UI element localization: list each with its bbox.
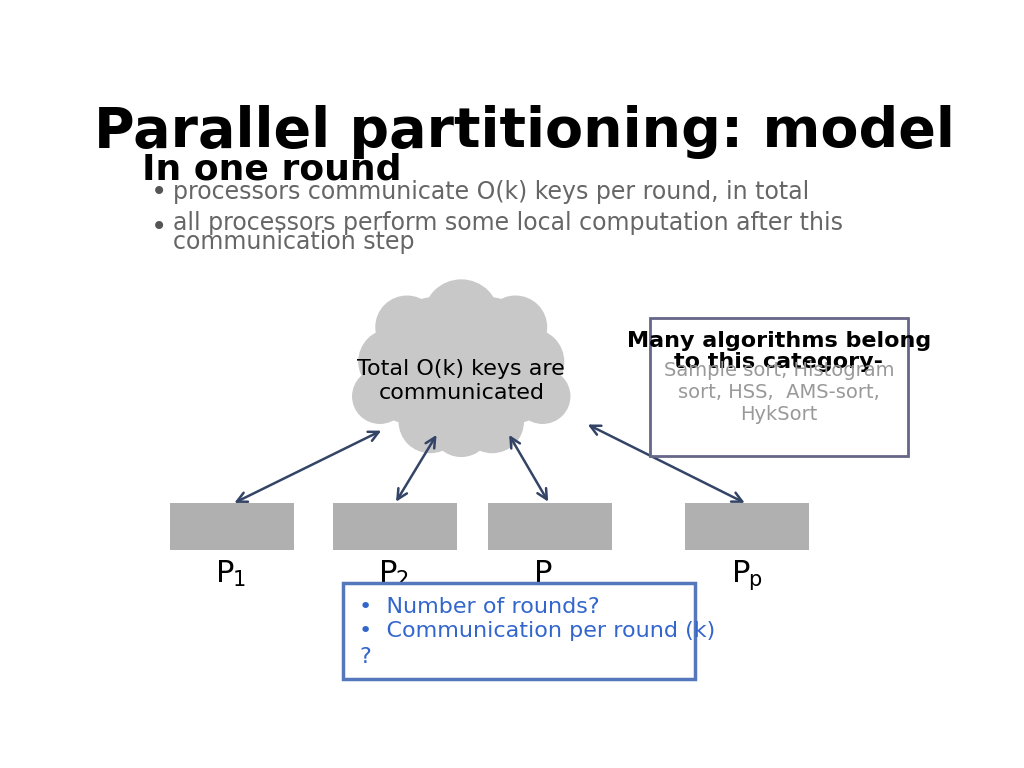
- Text: P: P: [732, 559, 751, 588]
- Circle shape: [445, 298, 531, 382]
- Text: p: p: [749, 570, 762, 590]
- FancyBboxPatch shape: [487, 503, 611, 550]
- Circle shape: [424, 280, 499, 354]
- FancyArrowPatch shape: [397, 437, 435, 499]
- FancyBboxPatch shape: [333, 503, 457, 550]
- FancyBboxPatch shape: [685, 503, 809, 550]
- Text: P: P: [379, 559, 397, 588]
- Text: •  Number of rounds?: • Number of rounds?: [359, 597, 600, 617]
- Circle shape: [499, 329, 563, 394]
- Text: processors communicate O(k) keys per round, in total: processors communicate O(k) keys per rou…: [173, 180, 809, 204]
- Circle shape: [484, 296, 547, 358]
- Text: P: P: [216, 559, 234, 588]
- Circle shape: [391, 298, 477, 382]
- Text: •: •: [152, 213, 168, 241]
- Text: Many algorithms belong: Many algorithms belong: [627, 331, 931, 351]
- Circle shape: [461, 391, 523, 452]
- Circle shape: [515, 369, 569, 423]
- Text: Sample sort, Histogram
sort, HSS,  AMS-sort,
HykSort: Sample sort, Histogram sort, HSS, AMS-so…: [664, 361, 894, 424]
- Text: ?: ?: [359, 647, 371, 667]
- Circle shape: [399, 391, 461, 452]
- Circle shape: [376, 296, 438, 358]
- Text: Total O(k) keys are
communicated: Total O(k) keys are communicated: [357, 359, 565, 402]
- FancyArrowPatch shape: [511, 437, 547, 499]
- FancyArrowPatch shape: [237, 432, 379, 502]
- Text: In one round: In one round: [142, 152, 401, 186]
- Circle shape: [469, 339, 554, 423]
- FancyBboxPatch shape: [649, 318, 908, 455]
- FancyBboxPatch shape: [343, 584, 695, 679]
- Text: communication step: communication step: [173, 230, 415, 254]
- FancyBboxPatch shape: [170, 503, 294, 550]
- Text: 2: 2: [395, 570, 409, 590]
- Circle shape: [352, 369, 407, 423]
- Text: •  Communication per round (k): • Communication per round (k): [359, 621, 715, 641]
- Circle shape: [359, 329, 424, 394]
- Text: Parallel partitioning: model: Parallel partitioning: model: [94, 105, 955, 159]
- Text: •: •: [152, 178, 168, 207]
- Text: 1: 1: [233, 570, 246, 590]
- Text: to this category-: to this category-: [675, 353, 884, 372]
- Circle shape: [406, 322, 517, 432]
- Text: all processors perform some local computation after this: all processors perform some local comput…: [173, 211, 843, 235]
- Text: P: P: [535, 559, 553, 588]
- Circle shape: [432, 398, 490, 456]
- FancyArrowPatch shape: [590, 425, 742, 502]
- Circle shape: [369, 339, 454, 423]
